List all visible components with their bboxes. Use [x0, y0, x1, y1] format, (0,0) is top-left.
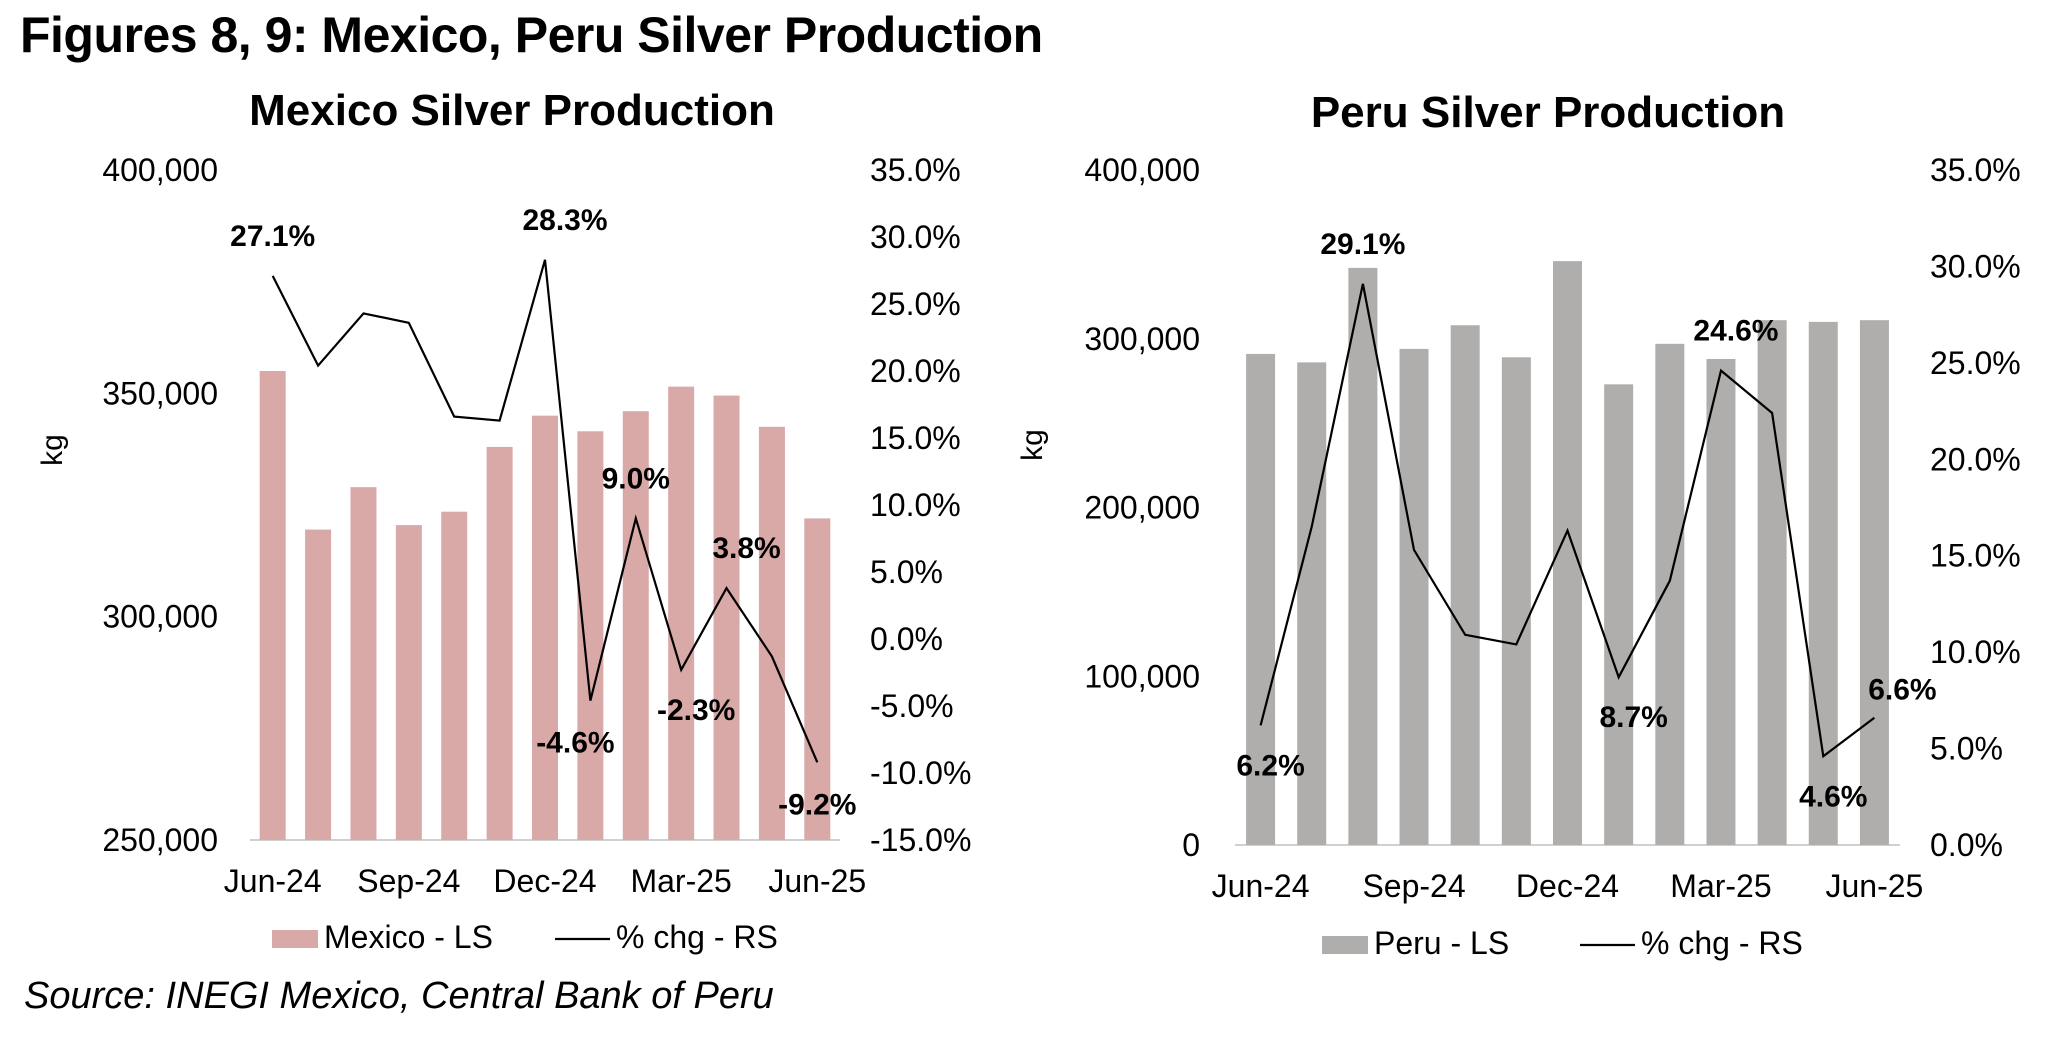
peru-bar: [1859, 320, 1889, 845]
peru-right-tick-label: 15.0%: [1930, 538, 2021, 574]
peru-right-tick-label: 10.0%: [1930, 634, 2021, 670]
mexico-x-tick-label: Sep-24: [357, 863, 460, 899]
figure-title: Figures 8, 9: Mexico, Peru Silver Produc…: [20, 7, 1043, 63]
mexico-legend-bar-swatch: [272, 930, 318, 948]
peru-x-tick-label: Jun-25: [1826, 868, 1924, 904]
peru-left-tick-label: 200,000: [1084, 490, 1200, 526]
mexico-pct-change-line: [271, 259, 819, 763]
mexico-bar: [622, 411, 649, 840]
mexico-x-tick-label: Dec-24: [493, 863, 596, 899]
peru-x-tick-label: Jun-24: [1212, 868, 1310, 904]
mexico-x-tick-label: Jun-25: [768, 863, 866, 899]
mexico-left-tick-label: 300,000: [102, 599, 218, 635]
mexico-right-tick-label: 30.0%: [870, 219, 961, 255]
peru-right-tick-label: 5.0%: [1930, 731, 2003, 767]
mexico-chart-title: Mexico Silver Production: [249, 86, 775, 135]
peru-ylabel: kg: [1016, 429, 1049, 461]
mexico-bar: [395, 525, 422, 840]
mexico-right-tick-label: 0.0%: [870, 621, 943, 657]
mexico-right-tick-label: -10.0%: [870, 755, 971, 791]
mexico-x-tick-label: Jun-24: [224, 863, 322, 899]
peru-left-tick-label: 100,000: [1084, 658, 1200, 694]
peru-x-tick-label: Sep-24: [1362, 868, 1465, 904]
mexico-right-tick-label: -5.0%: [870, 688, 954, 724]
peru-bar: [1246, 353, 1276, 845]
peru-pct-change-line: [1259, 283, 1876, 759]
peru-legend-bar-label: Peru - LS: [1374, 925, 1509, 961]
peru-data-label: 6.2%: [1236, 749, 1304, 782]
peru-data-label: 8.7%: [1599, 701, 1667, 734]
mexico-bar: [259, 371, 286, 840]
peru-data-label: 6.6%: [1868, 674, 1936, 707]
peru-bar: [1655, 343, 1685, 845]
mexico-bar: [758, 426, 785, 840]
mexico-data-label: 28.3%: [522, 204, 607, 237]
peru-bar: [1348, 267, 1378, 845]
mexico-bar: [532, 415, 558, 840]
mexico-right-tick-label: -15.0%: [870, 822, 971, 858]
mexico-data-label: 3.8%: [712, 532, 780, 565]
mexico-right-tick-label: 20.0%: [870, 353, 961, 389]
mexico-bar: [577, 431, 604, 840]
peru-bar: [1501, 357, 1531, 845]
mexico-data-label: -4.6%: [536, 727, 614, 760]
peru-bar: [1757, 320, 1787, 845]
mexico-bar: [486, 446, 513, 840]
mexico-bar: [441, 511, 468, 840]
peru-right-tick-label: 25.0%: [1930, 345, 2021, 381]
mexico-right-tick-label: 5.0%: [870, 554, 943, 590]
mexico-data-label: -9.2%: [778, 788, 856, 821]
mexico-ylabel: kg: [36, 434, 69, 466]
peru-x-tick-label: Dec-24: [1516, 868, 1619, 904]
peru-chart-title: Peru Silver Production: [1311, 88, 1785, 137]
peru-data-label: 24.6%: [1693, 315, 1778, 348]
peru-right-tick-label: 35.0%: [1930, 152, 2021, 188]
peru-bar: [1297, 362, 1327, 845]
peru-right-tick-label: 20.0%: [1930, 441, 2021, 477]
peru-bar: [1604, 384, 1634, 845]
peru-bar: [1706, 359, 1736, 845]
mexico-bar: [305, 529, 332, 840]
mexico-legend-bar-label: Mexico - LS: [324, 919, 493, 955]
peru-left-tick-label: 0: [1182, 827, 1200, 863]
mexico-bar: [804, 518, 831, 840]
peru-right-tick-label: 0.0%: [1930, 827, 2003, 863]
mexico-right-tick-label: 25.0%: [870, 286, 961, 322]
peru-legend-line-label: % chg - RS: [1641, 925, 1803, 961]
mexico-right-tick-label: 15.0%: [870, 420, 961, 456]
mexico-bar: [350, 487, 377, 840]
peru-bar: [1399, 348, 1429, 845]
mexico-data-label: -2.3%: [657, 694, 735, 727]
peru-left-tick-label: 400,000: [1084, 152, 1200, 188]
source-note: Source: INEGI Mexico, Central Bank of Pe…: [24, 975, 774, 1017]
mexico-bar: [668, 386, 695, 840]
mexico-left-tick-label: 350,000: [102, 375, 218, 411]
mexico-left-tick-label: 400,000: [102, 152, 218, 188]
mexico-bar: [713, 395, 740, 840]
mexico-data-label: 9.0%: [602, 462, 670, 495]
mexico-data-label: 27.1%: [230, 220, 315, 253]
peru-legend-bar-swatch: [1322, 936, 1368, 954]
peru-right-tick-label: 30.0%: [1930, 248, 2021, 284]
mexico-right-tick-label: 10.0%: [870, 487, 961, 523]
mexico-left-tick-label: 250,000: [102, 822, 218, 858]
mexico-legend-line-label: % chg - RS: [616, 919, 778, 955]
peru-data-label: 29.1%: [1320, 228, 1405, 261]
peru-left-tick-label: 300,000: [1084, 321, 1200, 357]
peru-bar: [1808, 321, 1838, 845]
peru-bar: [1450, 325, 1480, 845]
mexico-x-tick-label: Mar-25: [630, 863, 731, 899]
peru-data-label: 4.6%: [1799, 780, 1867, 813]
mexico-right-tick-label: 35.0%: [870, 152, 961, 188]
peru-x-tick-label: Mar-25: [1670, 868, 1771, 904]
